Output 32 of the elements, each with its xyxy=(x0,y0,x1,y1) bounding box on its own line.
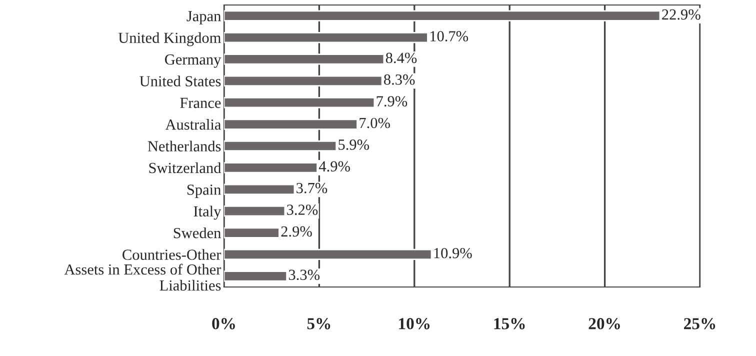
data-label: 10.9% xyxy=(434,248,472,258)
y-tick-label: Italy xyxy=(194,206,222,220)
x-tick-label: 10% xyxy=(399,318,430,330)
x-tick-label: 25% xyxy=(684,318,716,330)
data-label: 2.9% xyxy=(281,226,312,237)
y-tick-label: United States xyxy=(140,76,221,86)
y-tick-label: Australia xyxy=(165,119,222,130)
x-tick-label: 0% xyxy=(212,318,235,330)
y-tick-label: Spain xyxy=(187,184,221,198)
x-tick-label: 15% xyxy=(494,318,525,330)
data-label: 8.3% xyxy=(384,74,415,85)
data-label: 10.7% xyxy=(430,31,468,42)
y-tick-label: Countries-Other xyxy=(122,249,222,260)
data-label: 3.2% xyxy=(287,204,318,215)
y-tick-label: Switzerland xyxy=(149,162,222,174)
x-tick-label: 20% xyxy=(588,318,620,330)
y-tick-label: Japan xyxy=(186,11,221,24)
y-tick-label: Assets in Excess of Other Liabilities xyxy=(64,264,222,291)
y-tick-label: Sweden xyxy=(174,227,221,238)
data-label: 8.4% xyxy=(386,52,417,64)
data-label: 4.9% xyxy=(318,161,350,172)
x-tick-label: 5% xyxy=(307,318,330,330)
data-label: 5.9% xyxy=(338,140,370,150)
y-tick-label: Netherlands xyxy=(148,140,221,152)
data-label: 22.9% xyxy=(662,9,700,20)
y-tick-label: Germany xyxy=(165,54,222,68)
data-label: 3.3% xyxy=(288,270,320,280)
data-label: 7.0% xyxy=(360,118,390,128)
data-label: 7.9% xyxy=(376,96,408,107)
y-tick-label: France xyxy=(180,98,221,108)
data-label: 3.7% xyxy=(296,182,328,194)
y-tick-label: United Kingdom xyxy=(118,32,221,46)
